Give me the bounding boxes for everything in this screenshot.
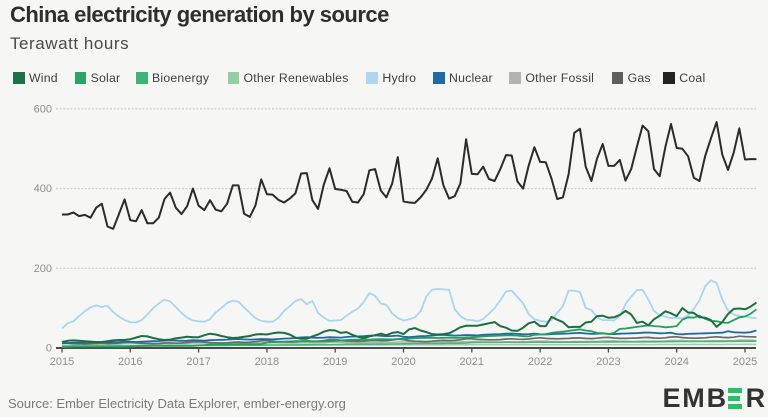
svg-text:0: 0 — [46, 343, 52, 355]
svg-text:400: 400 — [34, 183, 52, 195]
svg-text:2025: 2025 — [733, 356, 757, 368]
svg-text:2023: 2023 — [596, 356, 620, 368]
svg-text:2019: 2019 — [323, 356, 347, 368]
svg-text:200: 200 — [34, 263, 52, 275]
svg-text:2021: 2021 — [460, 356, 484, 368]
svg-text:2017: 2017 — [186, 356, 210, 368]
svg-text:2024: 2024 — [664, 356, 688, 368]
svg-text:600: 600 — [34, 103, 52, 115]
svg-text:2020: 2020 — [391, 356, 415, 368]
svg-text:2018: 2018 — [255, 356, 279, 368]
svg-text:2016: 2016 — [118, 356, 142, 368]
svg-text:2015: 2015 — [50, 356, 74, 368]
svg-text:2022: 2022 — [528, 356, 552, 368]
